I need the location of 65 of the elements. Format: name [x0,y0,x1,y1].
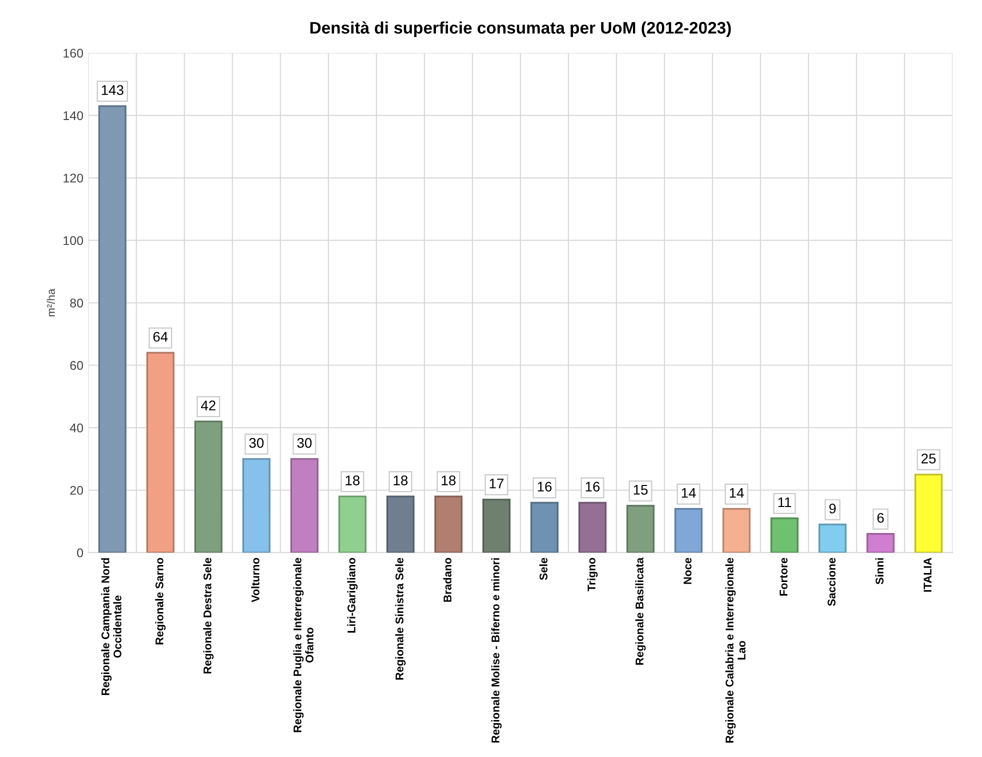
bar [578,502,607,553]
bar [722,508,751,553]
x-tick-label: Regionale Destra Sele [203,558,214,674]
data-label: 11 [778,497,792,508]
bar [482,498,510,553]
y-tick-label: 120 [64,174,84,183]
x-tick-label: Regionale Molise - Biferno e minori [491,558,502,743]
data-label: 30 [249,438,264,448]
data-label: 25 [922,454,936,464]
x-tick-label: Saccione [827,558,836,606]
bar [434,496,462,553]
data-label: 18 [394,475,408,486]
bar [770,517,799,553]
data-label: 15 [634,485,648,495]
y-tick-label: 20 [70,486,84,495]
bar [386,496,414,553]
bar [98,105,126,553]
data-label: 18 [442,475,456,486]
bar [242,458,270,553]
x-tick-label: Regionale Campania Nord Occidentale [101,558,122,696]
x-tick-label: Trigno [587,558,598,592]
bar [818,524,847,553]
bar [914,474,943,553]
bar [146,352,174,553]
bar [290,458,318,553]
x-tick-label: Noce [684,558,692,584]
data-label: 18 [346,475,360,486]
data-label: 16 [538,482,552,492]
data-label: 64 [153,332,168,342]
data-label: 42 [201,400,216,410]
x-tick-label: Regionale Sarno [155,558,166,644]
x-tick-label: Sele [539,558,548,580]
y-tick-label: 100 [64,236,84,245]
y-tick-label: 0 [77,548,84,558]
data-label: 30 [297,438,312,448]
bar [194,420,222,553]
data-label: 14 [730,488,744,498]
bar [338,496,366,553]
x-tick-label: Fortore [780,558,788,596]
data-label: 9 [829,504,836,514]
bar [530,502,558,553]
bar [626,504,655,553]
y-tick-label: 140 [64,111,84,120]
data-label: 17 [490,478,504,488]
y-tick-label: 40 [70,424,84,432]
y-tick-label: 60 [70,361,84,370]
x-tick-label: Bradano [443,558,452,602]
x-tick-label: Regionale Calabria e Interregionale Lao [725,558,746,743]
x-tick-label: Liri-Garigliano [347,558,358,633]
x-tick-label: Sinni [875,558,884,584]
bar [866,533,895,553]
x-tick-label: ITALIA [924,558,932,592]
x-tick-label: Regionale Puglia e Interregionale Ofanto [293,558,314,732]
bar [674,508,703,553]
x-tick-label: Volturno [251,558,260,602]
x-tick-label: Regionale Basilicata [635,557,646,665]
y-tick-label: 160 [64,48,84,58]
data-label: 6 [877,512,884,523]
y-tick-label: 80 [70,298,84,308]
data-label: 16 [586,482,600,492]
x-tick-label: Regionale Sinistra Sele [395,558,406,680]
chart-title: Densità di superficie consumata per UoM (2012-2023) [310,21,731,38]
data-label: 143 [102,85,124,95]
data-label: 14 [682,488,696,498]
y-axis-title: m²/ha [46,288,55,316]
